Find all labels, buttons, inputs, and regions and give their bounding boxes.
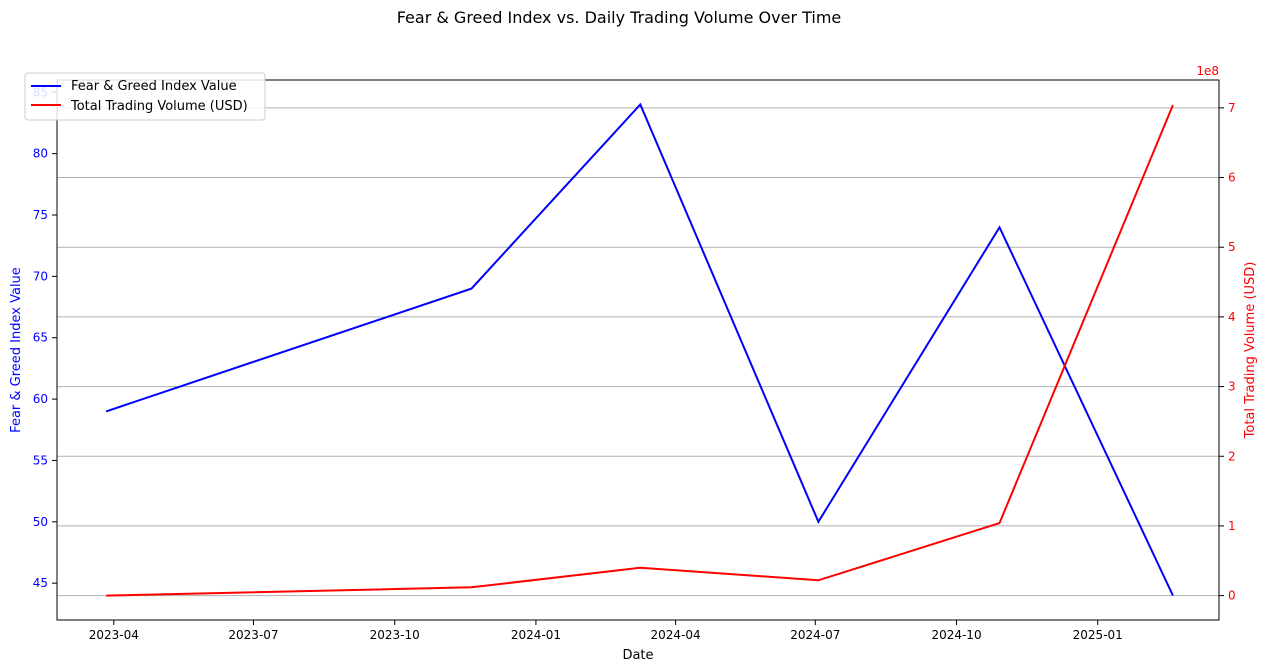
y-axis-right-multiplier: 1e8 (1196, 64, 1219, 78)
y-left-tick-label-1: 50 (33, 515, 48, 529)
y-left-tick-label-6: 75 (33, 208, 48, 222)
y-axis-right: 0 1 2 3 4 5 6 7 (1219, 101, 1236, 603)
y-left-tick-label-5: 70 (33, 269, 48, 283)
y-right-tick-label-1: 1 (1228, 519, 1236, 533)
y-right-tick-label-4: 4 (1228, 310, 1236, 324)
y-right-tick-label-7: 7 (1228, 101, 1236, 115)
x-axis: 2023-04 2023-07 2023-10 2024-01 2024-04 2024-… (89, 620, 1123, 642)
x-tick-label-2: 2023-10 (370, 628, 420, 642)
plot-area-frame (56, 79, 1220, 621)
y-left-tick-label-0: 45 (33, 576, 48, 590)
y-right-tick-label-2: 2 (1228, 449, 1236, 463)
x-tick-label-0: 2023-04 (89, 628, 139, 642)
y-axis-left: 455055606570758085 (33, 85, 57, 590)
y-right-tick-label-5: 5 (1228, 240, 1236, 254)
x-tick-label-3: 2024-01 (511, 628, 561, 642)
y-right-tick-label-6: 6 (1228, 171, 1236, 185)
y-left-tick-label-2: 55 (33, 453, 48, 467)
x-axis-title: Date (622, 648, 653, 663)
grid-lines (57, 107, 1219, 597)
y-axis-right-title: Total Trading Volume (USD) (1243, 262, 1258, 440)
chart-title: Fear & Greed Index vs. Daily Trading Vol… (397, 8, 842, 27)
x-tick-label-4: 2024-04 (651, 628, 701, 642)
y-right-tick-label-3: 3 (1228, 380, 1236, 394)
y-right-tick-label-0: 0 (1228, 589, 1236, 603)
series-line-trading-volume (106, 104, 1174, 597)
x-tick-label-1: 2023-07 (228, 628, 278, 642)
legend-label-trading-volume: Total Trading Volume (USD) (70, 99, 248, 114)
y-axis-left-title: Fear & Greed Index Value (9, 267, 24, 433)
legend: Fear & Greed Index Value Total Trading V… (24, 72, 266, 121)
y-left-tick-label-3: 60 (33, 392, 48, 406)
legend-label-fear-greed: Fear & Greed Index Value (71, 79, 237, 94)
series-lines (105, 102, 1174, 597)
x-tick-label-7: 2025-01 (1073, 628, 1123, 642)
x-tick-label-6: 2024-10 (931, 628, 981, 642)
legend-box (24, 72, 266, 121)
y-left-tick-label-4: 65 (33, 331, 48, 345)
x-tick-label-5: 2024-07 (790, 628, 840, 642)
series-line-fear-greed (105, 102, 1174, 596)
y-left-tick-label-7: 80 (33, 147, 48, 161)
